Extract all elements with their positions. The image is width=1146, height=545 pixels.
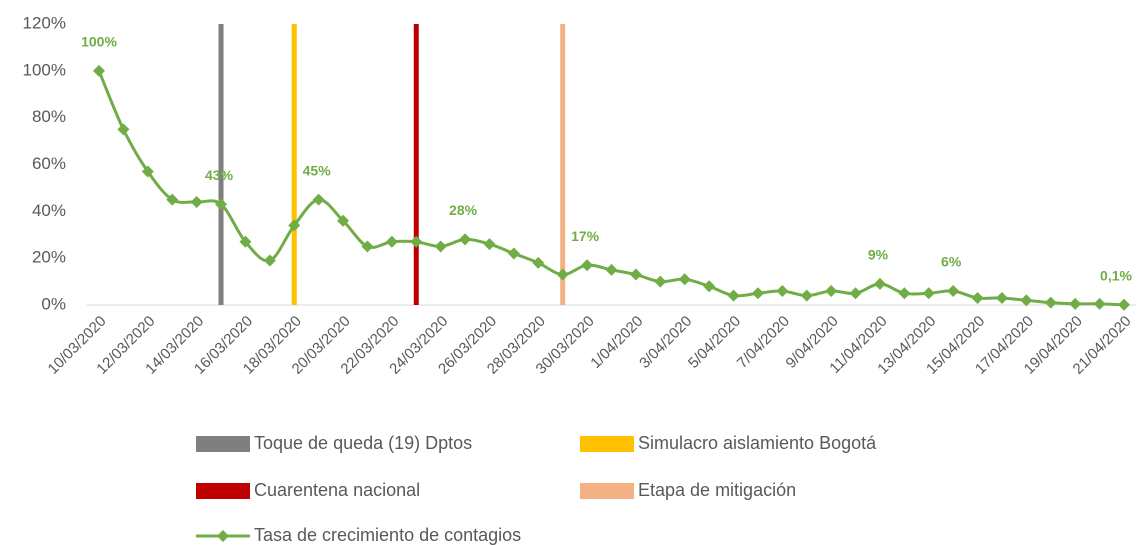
legend-swatch (580, 436, 634, 452)
x-tick-label: 7/04/2020 (734, 313, 793, 372)
marker (337, 214, 350, 227)
data-label: 28% (449, 202, 478, 218)
marker (605, 263, 618, 276)
marker (727, 289, 740, 302)
marker (190, 195, 203, 208)
marker (922, 287, 935, 300)
event-bar (218, 24, 224, 305)
data-label: 100% (81, 34, 117, 50)
x-tick-label: 1/04/2020 (587, 313, 646, 372)
marker (995, 291, 1008, 304)
marker (93, 64, 105, 77)
legend-label: Simulacro aislamiento Bogotá (638, 433, 877, 453)
marker (410, 235, 423, 248)
marker (385, 235, 398, 248)
legend-swatch (580, 483, 634, 499)
marker (239, 235, 252, 248)
data-label: 43% (205, 167, 234, 183)
marker (434, 240, 447, 253)
marker (825, 284, 838, 297)
marker (532, 256, 545, 269)
marker (947, 284, 960, 297)
marker (751, 287, 764, 300)
marker (654, 275, 667, 288)
marker (263, 254, 276, 267)
legend-swatch (196, 436, 250, 452)
marker (1093, 297, 1106, 310)
data-label: 45% (303, 162, 332, 178)
marker (507, 247, 520, 260)
y-tick-label: 0% (41, 294, 66, 313)
y-tick-label: 60% (32, 154, 66, 173)
data-label: 9% (868, 247, 889, 263)
legend-label: Tasa de crecimiento de contagios (254, 525, 521, 545)
marker (141, 165, 154, 178)
legend-label: Cuarentena nacional (254, 480, 420, 500)
marker (703, 280, 716, 293)
x-tick-label: 5/04/2020 (685, 313, 744, 372)
marker (776, 284, 789, 297)
marker (898, 287, 911, 300)
y-tick-label: 100% (23, 60, 66, 79)
marker (971, 291, 984, 304)
marker (556, 268, 569, 281)
x-tick-label: 3/04/2020 (636, 313, 695, 372)
marker (483, 238, 496, 251)
marker (215, 198, 228, 211)
marker (581, 259, 594, 272)
y-tick-label: 20% (32, 248, 66, 267)
marker (1069, 297, 1082, 310)
y-tick-label: 40% (32, 201, 66, 220)
y-tick-label: 120% (23, 13, 66, 32)
legend-label: Etapa de mitigación (638, 480, 796, 500)
marker (873, 277, 886, 290)
marker (800, 289, 813, 302)
marker (361, 240, 374, 253)
legend-swatch (196, 483, 250, 499)
marker (849, 287, 862, 300)
data-label: 0,1% (1100, 267, 1132, 283)
legend-marker (217, 530, 229, 542)
event-bar (560, 24, 566, 305)
marker (1044, 296, 1057, 309)
marker (288, 219, 301, 232)
marker (1020, 294, 1033, 307)
marker (1118, 298, 1130, 311)
marker (117, 123, 130, 136)
data-label: 6% (941, 254, 962, 270)
marker (459, 233, 472, 246)
data-label: 17% (571, 228, 600, 244)
y-tick-label: 80% (32, 107, 66, 126)
event-bar (291, 24, 297, 305)
marker (312, 193, 325, 206)
marker (678, 273, 691, 286)
marker (629, 268, 642, 281)
marker (166, 193, 179, 206)
event-bar (413, 24, 419, 305)
legend-label: Toque de queda (19) Dptos (254, 433, 472, 453)
